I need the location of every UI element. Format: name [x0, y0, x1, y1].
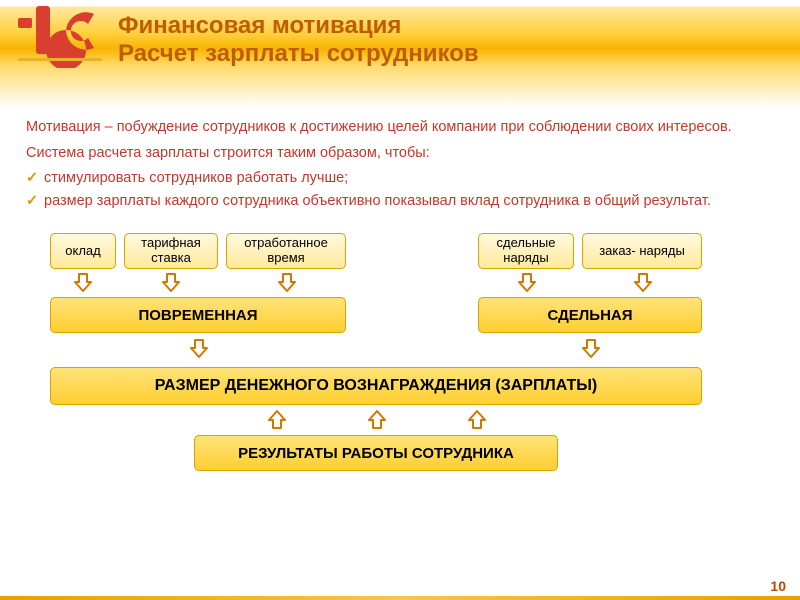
footer-line — [0, 596, 800, 600]
arrow-down-icon — [278, 273, 296, 293]
chip-vremya: отработанное время — [226, 233, 346, 269]
arrow-down-icon — [74, 273, 92, 293]
arrow-down-icon — [582, 339, 600, 359]
content-area: Мотивация – побуждение сотрудников к дос… — [0, 108, 800, 543]
intro-para-1: Мотивация – побуждение сотрудников к дос… — [26, 118, 774, 138]
title-line-2: Расчет зарплаты сотрудников — [118, 40, 479, 67]
page-number: 10 — [770, 578, 786, 594]
slide-title: Финансовая мотивация Расчет зарплаты сот… — [118, 12, 780, 67]
intro-para-2: Система расчета зарплаты строится таким … — [26, 144, 774, 164]
chip-oklad: оклад — [50, 233, 116, 269]
chip-zakaz: заказ- наряды — [582, 233, 702, 269]
bullet-list: стимулировать сотрудников работать лучше… — [26, 169, 774, 211]
header-band: Финансовая мотивация Расчет зарплаты сот… — [0, 0, 800, 108]
bar-sdel: СДЕЛЬНАЯ — [478, 297, 702, 333]
chip-naryad: сдельные наряды — [478, 233, 574, 269]
title-line-1: Финансовая мотивация — [118, 12, 401, 39]
arrow-up-icon — [268, 409, 286, 429]
bullet-item: стимулировать сотрудников работать лучше… — [26, 169, 774, 189]
logo-1c — [18, 6, 102, 73]
arrow-down-icon — [190, 339, 208, 359]
arrow-down-icon — [518, 273, 536, 293]
chip-tarif: тарифная ставка — [124, 233, 218, 269]
arrow-up-icon — [468, 409, 486, 429]
arrow-up-icon — [368, 409, 386, 429]
bar-povr: ПОВРЕМЕННАЯ — [50, 297, 346, 333]
arrow-down-icon — [634, 273, 652, 293]
salary-diagram: окладтарифная ставкаотработанное время сд… — [46, 233, 754, 543]
arrow-down-icon — [162, 273, 180, 293]
bullet-item: размер зарплаты каждого сотрудника объек… — [26, 192, 774, 212]
bar-razmer: РАЗМЕР ДЕНЕЖНОГО ВОЗНАГРАЖДЕНИЯ (ЗАРПЛАТ… — [50, 367, 702, 405]
bar-rezult: РЕЗУЛЬТАТЫ РАБОТЫ СОТРУДНИКА — [194, 435, 558, 471]
